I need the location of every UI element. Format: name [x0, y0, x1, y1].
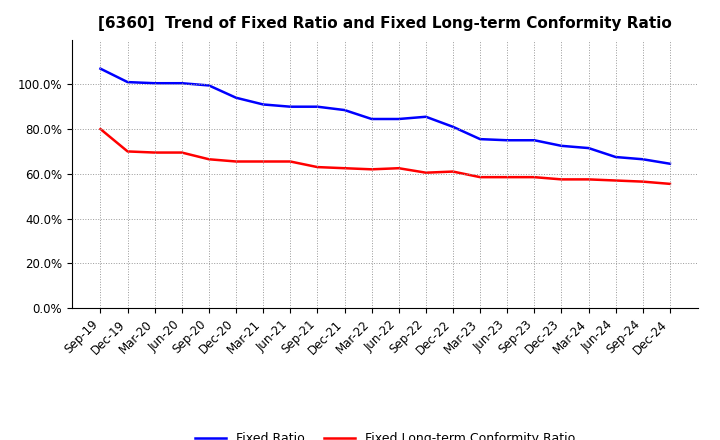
Fixed Ratio	[476, 136, 485, 142]
Fixed Ratio	[341, 107, 349, 113]
Fixed Ratio	[150, 81, 159, 86]
Fixed Long-term Conformity Ratio	[178, 150, 186, 155]
Fixed Ratio	[232, 95, 240, 100]
Fixed Long-term Conformity Ratio	[421, 170, 430, 175]
Fixed Long-term Conformity Ratio	[503, 175, 511, 180]
Fixed Long-term Conformity Ratio	[96, 126, 105, 132]
Fixed Ratio	[123, 80, 132, 85]
Fixed Long-term Conformity Ratio	[611, 178, 620, 183]
Fixed Ratio	[367, 116, 376, 121]
Fixed Long-term Conformity Ratio	[341, 165, 349, 171]
Fixed Ratio	[503, 138, 511, 143]
Title: [6360]  Trend of Fixed Ratio and Fixed Long-term Conformity Ratio: [6360] Trend of Fixed Ratio and Fixed Lo…	[99, 16, 672, 32]
Legend: Fixed Ratio, Fixed Long-term Conformity Ratio: Fixed Ratio, Fixed Long-term Conformity …	[190, 427, 580, 440]
Fixed Ratio	[557, 143, 566, 148]
Line: Fixed Long-term Conformity Ratio: Fixed Long-term Conformity Ratio	[101, 129, 670, 184]
Fixed Long-term Conformity Ratio	[665, 181, 674, 187]
Fixed Ratio	[639, 157, 647, 162]
Fixed Long-term Conformity Ratio	[204, 157, 213, 162]
Fixed Ratio	[584, 146, 593, 151]
Fixed Long-term Conformity Ratio	[313, 165, 322, 170]
Fixed Ratio	[178, 81, 186, 86]
Fixed Ratio	[665, 161, 674, 166]
Fixed Long-term Conformity Ratio	[150, 150, 159, 155]
Fixed Ratio	[313, 104, 322, 109]
Fixed Long-term Conformity Ratio	[286, 159, 294, 164]
Fixed Long-term Conformity Ratio	[259, 159, 268, 164]
Fixed Long-term Conformity Ratio	[557, 177, 566, 182]
Fixed Ratio	[395, 116, 403, 121]
Fixed Long-term Conformity Ratio	[639, 179, 647, 184]
Line: Fixed Ratio: Fixed Ratio	[101, 69, 670, 164]
Fixed Long-term Conformity Ratio	[449, 169, 457, 174]
Fixed Ratio	[421, 114, 430, 119]
Fixed Ratio	[611, 154, 620, 160]
Fixed Ratio	[204, 83, 213, 88]
Fixed Ratio	[530, 138, 539, 143]
Fixed Long-term Conformity Ratio	[584, 177, 593, 182]
Fixed Long-term Conformity Ratio	[476, 175, 485, 180]
Fixed Long-term Conformity Ratio	[367, 167, 376, 172]
Fixed Long-term Conformity Ratio	[530, 175, 539, 180]
Fixed Long-term Conformity Ratio	[395, 165, 403, 171]
Fixed Long-term Conformity Ratio	[232, 159, 240, 164]
Fixed Ratio	[259, 102, 268, 107]
Fixed Ratio	[96, 66, 105, 71]
Fixed Ratio	[449, 124, 457, 129]
Fixed Ratio	[286, 104, 294, 109]
Fixed Long-term Conformity Ratio	[123, 149, 132, 154]
